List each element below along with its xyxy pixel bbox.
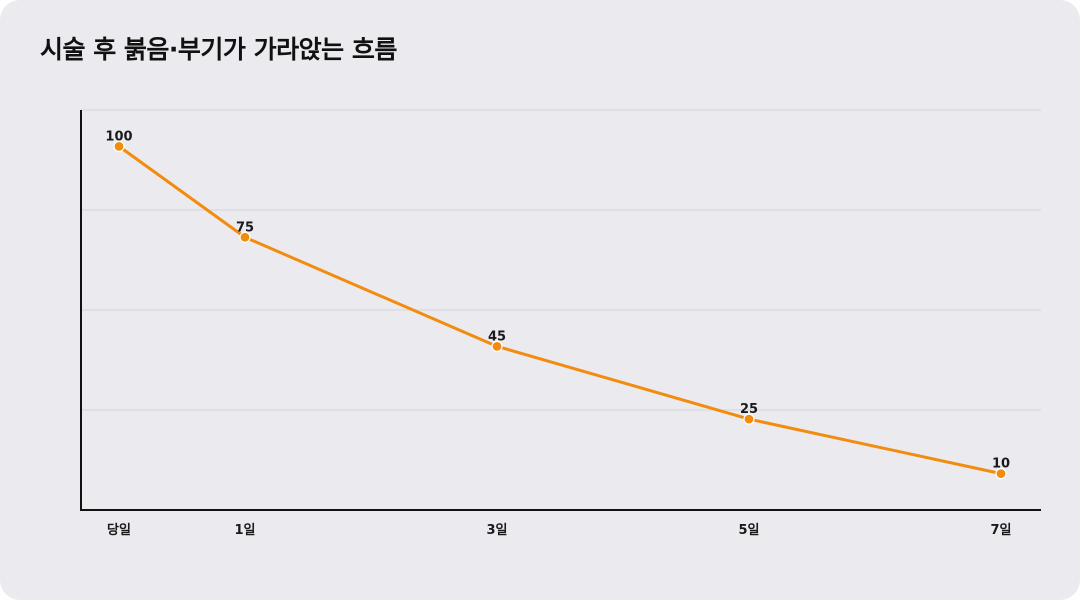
data-point — [995, 468, 1007, 480]
data-label: 45 — [488, 329, 506, 344]
data-label: 10 — [992, 457, 1010, 472]
labels: 당일 1일 3일 5일 7일 100 75 45 25 10 — [105, 129, 1011, 538]
axes — [80, 110, 1041, 511]
data-point — [743, 413, 755, 425]
gridlines — [81, 109, 1041, 411]
x-tick-label: 3일 — [486, 523, 507, 538]
x-tick-label: 당일 — [107, 522, 131, 538]
x-tick-label: 1일 — [234, 523, 255, 538]
data-point — [113, 140, 125, 152]
data-label: 25 — [740, 402, 758, 417]
x-tick-label: 7일 — [990, 523, 1011, 538]
data-label: 100 — [105, 129, 132, 144]
series — [113, 140, 1007, 480]
chart-title: 시술 후 붉음·부기가 가라앉는 흐름 — [40, 35, 397, 64]
data-point — [239, 231, 251, 243]
x-tick-label: 5일 — [738, 523, 759, 538]
data-label: 75 — [236, 220, 254, 235]
data-point — [491, 340, 503, 352]
